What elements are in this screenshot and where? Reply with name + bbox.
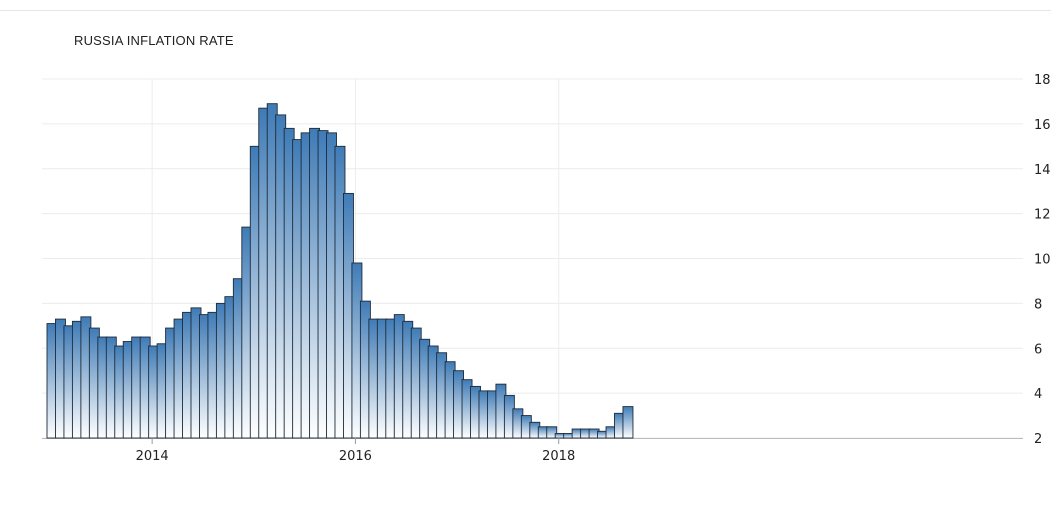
- y-tick-label: 6: [1034, 342, 1042, 357]
- x-tick-label: 2018: [542, 449, 575, 464]
- top-divider: [0, 10, 1051, 11]
- y-tick-label: 2: [1034, 432, 1042, 447]
- x-tick-label: 2014: [136, 449, 169, 464]
- x-tick-label: 2016: [339, 449, 372, 464]
- y-tick-label: 16: [1034, 118, 1051, 133]
- x-axis-ticks: 2014 2016 2018: [136, 438, 575, 464]
- y-tick-label: 14: [1034, 163, 1051, 178]
- y-tick-label: 10: [1034, 253, 1051, 268]
- y-tick-label: 8: [1034, 297, 1042, 312]
- y-tick-label: 4: [1034, 387, 1042, 402]
- bar-2017-12[interactable]: [546, 426, 558, 439]
- bar-2018-09[interactable]: [622, 406, 634, 439]
- y-tick-label: 12: [1034, 208, 1051, 223]
- y-tick-label: 18: [1034, 73, 1051, 88]
- chart-title: RUSSIA INFLATION RATE: [74, 33, 234, 48]
- bars-group: [46, 103, 634, 439]
- y-axis-ticks: 2 4 6 8 10 12 14 16 18: [1034, 73, 1051, 447]
